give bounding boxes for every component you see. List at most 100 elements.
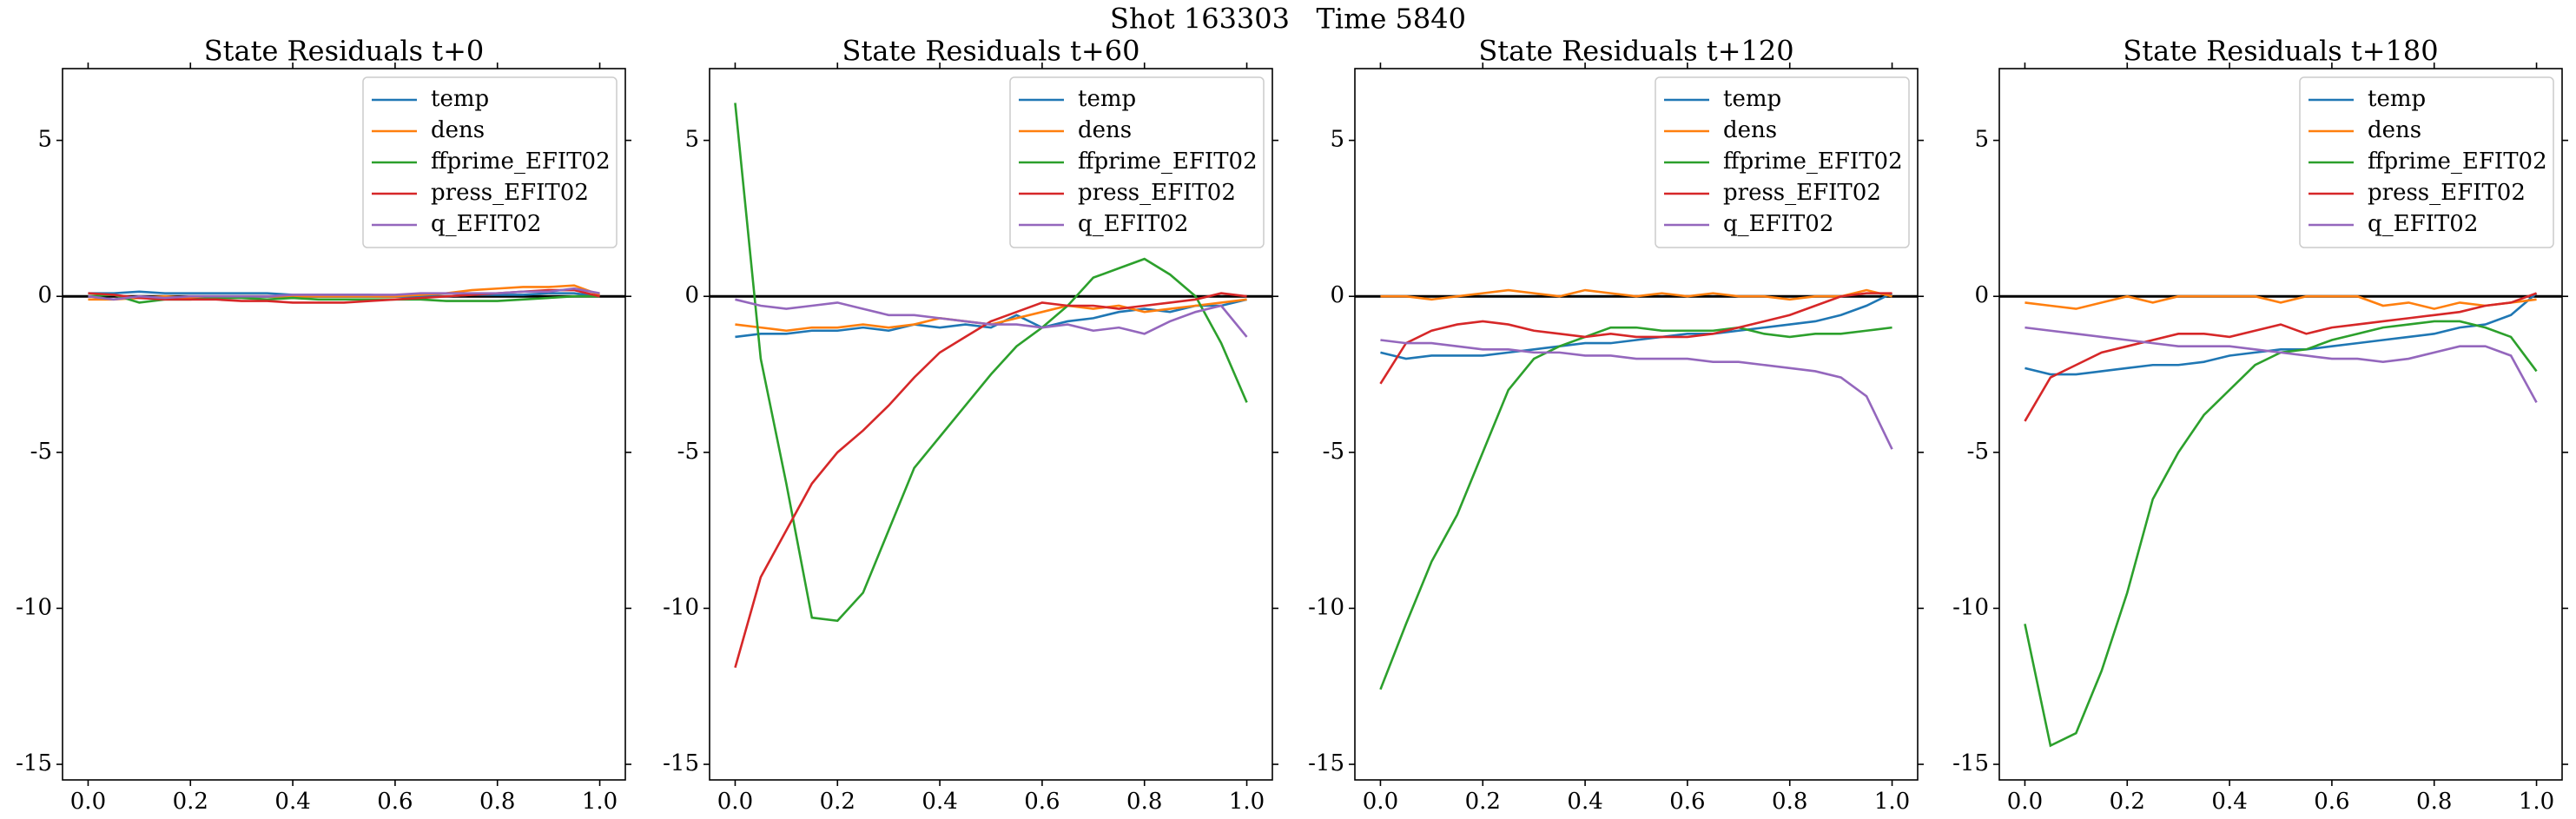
y-tick-label: -5 xyxy=(1323,439,1344,465)
legend: temp dens ffprime_EFIT02 press_EFIT02 q_EFIT… xyxy=(1009,76,1265,248)
x-tick-label: 0.8 xyxy=(1126,789,1162,815)
legend-label: dens xyxy=(1078,117,1132,143)
plot-area xyxy=(1999,292,2562,748)
legend-label: temp xyxy=(1078,86,1136,112)
legend-label: ffprime_EFIT02 xyxy=(1723,149,1903,175)
x-tick-label: 0.4 xyxy=(274,789,310,815)
subplot-title: State Residuals t+60 xyxy=(842,35,1140,68)
x-tick-label: 0.2 xyxy=(1465,789,1501,815)
legend-label: ffprime_EFIT02 xyxy=(431,149,611,175)
subplot-title: State Residuals t+0 xyxy=(204,35,485,68)
series-line xyxy=(1380,339,1893,450)
x-tick-label: 1.0 xyxy=(582,789,618,815)
series-line xyxy=(88,287,600,301)
series-line xyxy=(735,298,1248,338)
y-tick-label: 5 xyxy=(1330,127,1344,153)
figure-title: Shot 163303 Time 5840 xyxy=(1110,3,1466,36)
subplot-title: State Residuals t+180 xyxy=(2123,35,2438,68)
y-tick-label: 5 xyxy=(1974,127,1989,153)
subplot: State Residuals t+120 0.0 0.2 0.4 0.6 0.8 1.0 -… xyxy=(1308,35,1924,815)
legend-box xyxy=(2299,76,2554,248)
plot-area xyxy=(63,284,625,304)
y-tick-label: 5 xyxy=(37,127,52,153)
x-tick-label: 0.2 xyxy=(820,789,855,815)
legend: temp dens ffprime_EFIT02 press_EFIT02 q_EFIT… xyxy=(362,76,618,248)
legend-box xyxy=(1655,76,1910,248)
y-tick-label: 0 xyxy=(684,282,699,308)
series-line xyxy=(2024,292,2537,422)
series-line xyxy=(1380,288,1892,301)
legend-label: temp xyxy=(431,86,489,112)
subplot: State Residuals t+180 0.0 0.2 0.4 0.6 0.8 1.0 -… xyxy=(1952,35,2568,815)
legend-label: q_EFIT02 xyxy=(2368,211,2478,237)
axes-frame xyxy=(1354,68,1919,781)
x-tick-label: 0.4 xyxy=(2211,789,2247,815)
x-tick-label: 0.4 xyxy=(1567,789,1602,815)
x-tick-label: 0.2 xyxy=(2110,789,2145,815)
legend-label: ffprime_EFIT02 xyxy=(1078,149,1258,175)
y-tick-label: -5 xyxy=(677,439,699,465)
x-tick-label: 0.8 xyxy=(1772,789,1807,815)
x-tick-label: 0.6 xyxy=(377,789,413,815)
x-tick-label: 0.8 xyxy=(479,789,515,815)
legend-label: dens xyxy=(2368,117,2421,143)
legend-label: q_EFIT02 xyxy=(1078,211,1188,237)
legend-label: ffprime_EFIT02 xyxy=(2368,149,2547,175)
subplot-title: State Residuals t+120 xyxy=(1478,35,1793,68)
axes-frame xyxy=(709,68,1273,781)
y-tick-label: -5 xyxy=(1967,439,1989,465)
legend-box xyxy=(1009,76,1265,248)
series-line xyxy=(734,102,1248,623)
series-line xyxy=(1380,292,1893,360)
legend-box xyxy=(362,76,618,248)
y-tick-label: -10 xyxy=(663,594,699,620)
x-tick-label: 0.6 xyxy=(1669,789,1705,815)
x-tick-label: 0.0 xyxy=(1363,789,1398,815)
x-tick-label: 0.8 xyxy=(2416,789,2452,815)
x-tick-label: 1.0 xyxy=(1229,789,1265,815)
series-line xyxy=(2024,320,2538,748)
y-tick-label: 0 xyxy=(37,282,52,308)
legend-label: temp xyxy=(2368,86,2426,112)
legend-label: press_EFIT02 xyxy=(2368,180,2526,206)
y-tick-label: -15 xyxy=(663,750,699,776)
x-tick-label: 0.2 xyxy=(173,789,208,815)
x-tick-label: 0.6 xyxy=(1024,789,1060,815)
series-line xyxy=(734,292,1247,669)
series-line xyxy=(1379,326,1892,690)
y-tick-label: -10 xyxy=(1952,594,1989,620)
legend-label: q_EFIT02 xyxy=(1723,211,1833,237)
legend-label: dens xyxy=(431,117,485,143)
subplot: State Residuals t+60 0.0 0.2 0.4 0.6 0.8 1.0 -1… xyxy=(663,35,1278,815)
series-line xyxy=(2024,326,2538,403)
legend-label: q_EFIT02 xyxy=(431,211,541,237)
series-line xyxy=(2024,294,2537,310)
x-tick-label: 0.6 xyxy=(2314,789,2349,815)
y-tick-label: -15 xyxy=(1308,750,1344,776)
x-tick-label: 0.0 xyxy=(70,789,106,815)
series-line xyxy=(2024,292,2538,376)
series-line xyxy=(1379,292,1892,385)
plot-area xyxy=(710,102,1272,669)
x-tick-label: 0.0 xyxy=(2007,789,2043,815)
subplot: State Residuals t+0 0.0 0.2 0.4 0.6 0.8 1.0 -15… xyxy=(16,35,631,815)
legend-label: dens xyxy=(1723,117,1777,143)
legend-label: press_EFIT02 xyxy=(1078,180,1236,206)
axes-frame xyxy=(62,68,626,781)
x-tick-label: 0.4 xyxy=(921,789,957,815)
plot-area xyxy=(1355,288,1918,690)
y-tick-label: -15 xyxy=(1952,750,1989,776)
x-tick-label: 1.0 xyxy=(1874,789,1910,815)
legend-label: press_EFIT02 xyxy=(1723,180,1881,206)
series-line xyxy=(735,298,1247,333)
legend-label: temp xyxy=(1723,86,1781,112)
y-tick-label: 0 xyxy=(1974,282,1989,308)
legend: temp dens ffprime_EFIT02 press_EFIT02 q_EFIT… xyxy=(2299,76,2554,248)
y-tick-label: -5 xyxy=(30,439,52,465)
legend: temp dens ffprime_EFIT02 press_EFIT02 q_EFIT… xyxy=(1655,76,1910,248)
y-tick-label: -15 xyxy=(16,750,52,776)
y-tick-label: 0 xyxy=(1330,282,1344,308)
y-tick-label: -10 xyxy=(16,594,52,620)
axes-frame xyxy=(1998,68,2563,781)
